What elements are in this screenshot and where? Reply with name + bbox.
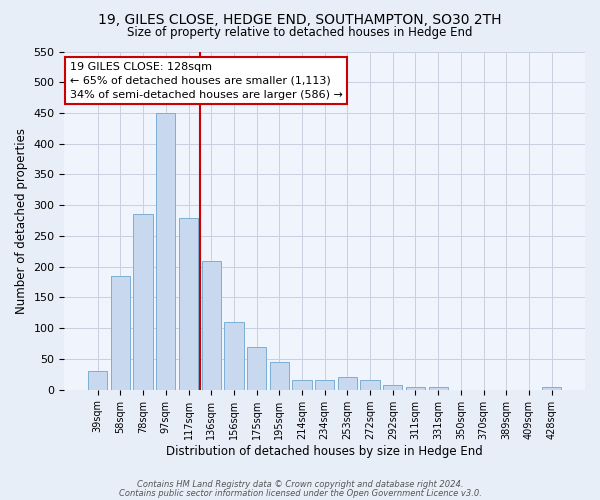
Text: 19 GILES CLOSE: 128sqm
← 65% of detached houses are smaller (1,113)
34% of semi-: 19 GILES CLOSE: 128sqm ← 65% of detached… — [70, 62, 343, 100]
Text: 19, GILES CLOSE, HEDGE END, SOUTHAMPTON, SO30 2TH: 19, GILES CLOSE, HEDGE END, SOUTHAMPTON,… — [98, 12, 502, 26]
Bar — [292, 380, 311, 390]
Bar — [315, 380, 334, 390]
Bar — [269, 362, 289, 390]
Bar — [361, 380, 380, 390]
Bar — [428, 386, 448, 390]
Bar — [406, 386, 425, 390]
Bar — [224, 322, 244, 390]
Bar — [88, 372, 107, 390]
Text: Size of property relative to detached houses in Hedge End: Size of property relative to detached ho… — [127, 26, 473, 39]
Bar — [542, 386, 562, 390]
Bar — [383, 385, 403, 390]
Bar — [111, 276, 130, 390]
X-axis label: Distribution of detached houses by size in Hedge End: Distribution of detached houses by size … — [166, 444, 483, 458]
Bar — [202, 260, 221, 390]
Bar — [179, 218, 198, 390]
Bar — [338, 378, 357, 390]
Bar — [133, 214, 153, 390]
Bar — [247, 346, 266, 390]
Bar — [156, 113, 175, 390]
Y-axis label: Number of detached properties: Number of detached properties — [15, 128, 28, 314]
Text: Contains public sector information licensed under the Open Government Licence v3: Contains public sector information licen… — [119, 488, 481, 498]
Text: Contains HM Land Registry data © Crown copyright and database right 2024.: Contains HM Land Registry data © Crown c… — [137, 480, 463, 489]
